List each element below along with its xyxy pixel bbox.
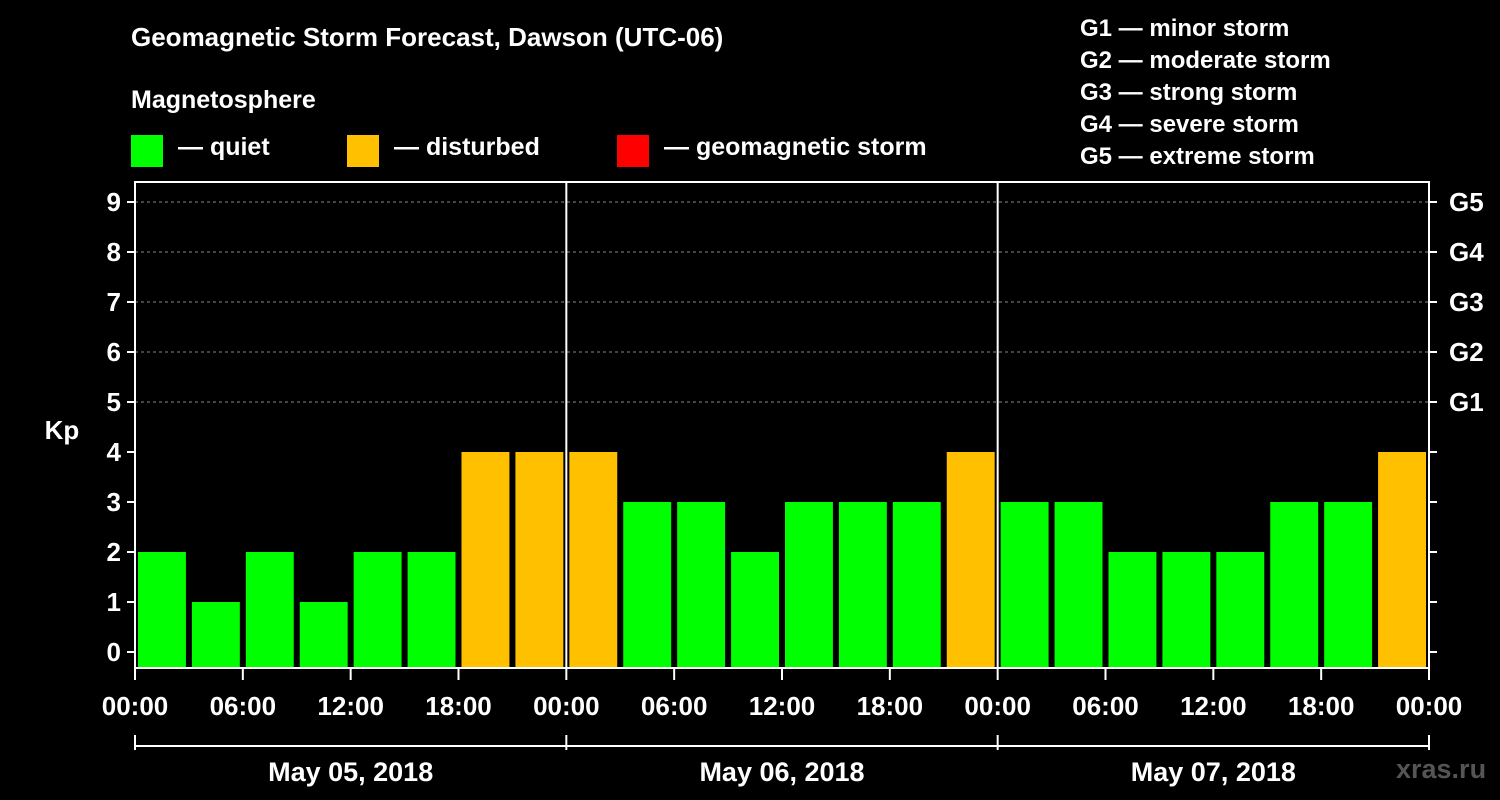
watermark: xras.ru [1396, 754, 1487, 784]
chart-title: Geomagnetic Storm Forecast, Dawson (UTC-… [131, 22, 724, 52]
g-axis-label: G5 [1449, 187, 1484, 217]
bar [785, 502, 833, 668]
y-tick-label: 2 [107, 537, 121, 567]
g-scale-item-g2: G2 — moderate storm [1080, 47, 1331, 74]
y-tick-label: 6 [107, 337, 121, 367]
bar [1108, 552, 1157, 668]
x-tick-label: 00:00 [533, 691, 600, 721]
bar [569, 452, 618, 668]
bar [461, 452, 510, 668]
y-tick-label: 5 [107, 387, 121, 417]
y-tick-label: 0 [107, 637, 121, 667]
x-tick-label: 00:00 [964, 691, 1031, 721]
bar [892, 502, 941, 668]
legend-label-quiet: — quiet [178, 133, 270, 161]
bar [138, 552, 186, 668]
bar [946, 452, 995, 668]
bar [515, 452, 564, 668]
g-scale-item-g3: G3 — strong storm [1080, 79, 1298, 106]
bar [1378, 452, 1426, 668]
bar [245, 552, 294, 668]
day-label: May 06, 2018 [699, 757, 864, 787]
bar [1054, 502, 1103, 668]
g-axis-label: G2 [1449, 337, 1484, 367]
x-tick-label: 00:00 [1396, 691, 1463, 721]
bar [1270, 502, 1319, 668]
g-scale-item-g4: G4 — severe storm [1080, 111, 1299, 138]
x-tick-label: 18:00 [1288, 691, 1355, 721]
bar [1162, 552, 1211, 668]
y-axis-label: Kp [45, 415, 80, 445]
x-tick-label: 12:00 [317, 691, 384, 721]
bar [353, 552, 402, 668]
x-tick-label: 06:00 [210, 691, 277, 721]
y-tick-label: 7 [107, 287, 121, 317]
bar [299, 602, 348, 668]
bar [623, 502, 672, 668]
legend-swatch-storm [617, 135, 649, 167]
bar [191, 602, 240, 668]
g-scale-item-g5: G5 — extreme storm [1080, 143, 1315, 170]
x-tick-label: 12:00 [749, 691, 816, 721]
g-scale-item-g1: G1 — minor storm [1080, 15, 1290, 42]
day-label: May 05, 2018 [268, 757, 433, 787]
bar [677, 502, 726, 668]
day-label: May 07, 2018 [1131, 757, 1296, 787]
bar [1216, 552, 1265, 668]
y-tick-label: 9 [107, 187, 121, 217]
y-tick-label: 8 [107, 237, 121, 267]
x-tick-label: 00:00 [102, 691, 169, 721]
bar [838, 502, 887, 668]
bar [407, 552, 456, 668]
x-tick-label: 18:00 [857, 691, 924, 721]
y-tick-label: 1 [107, 587, 121, 617]
bar [1000, 502, 1049, 668]
g-axis-label: G4 [1449, 237, 1484, 267]
x-tick-label: 12:00 [1180, 691, 1247, 721]
bar [1324, 502, 1373, 668]
y-tick-label: 4 [107, 437, 122, 467]
x-tick-label: 06:00 [641, 691, 708, 721]
y-tick-label: 3 [107, 487, 121, 517]
g-axis-label: G3 [1449, 287, 1484, 317]
x-tick-label: 18:00 [425, 691, 492, 721]
bar [731, 552, 779, 668]
legend-heading: Magnetosphere [131, 86, 316, 114]
g-axis-label: G1 [1449, 387, 1484, 417]
legend-swatch-quiet [131, 135, 163, 167]
legend-label-disturbed: — disturbed [394, 133, 540, 161]
legend-swatch-disturbed [347, 135, 379, 167]
legend-label-storm: — geomagnetic storm [664, 133, 927, 161]
x-tick-label: 06:00 [1072, 691, 1139, 721]
